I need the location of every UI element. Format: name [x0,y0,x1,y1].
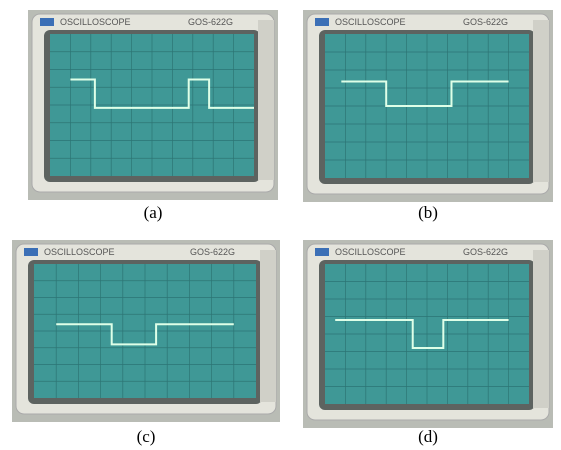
oscilloscope-photo: OSCILLOSCOPE GOS-622G [303,240,553,428]
logo [315,18,329,26]
model-label: GOS-622G [463,247,508,257]
control-panel [260,250,276,402]
oscilloscope-photo: OSCILLOSCOPE GOS-622G [303,10,553,202]
control-panel [258,20,274,180]
brand-label: OSCILLOSCOPE [60,17,131,27]
control-panel [533,250,549,408]
caption: (b) [418,203,438,222]
oscilloscope-photo: OSCILLOSCOPE GOS-622G [28,10,278,200]
logo [315,248,329,256]
caption: (a) [144,203,163,222]
trace [335,319,509,349]
trace [341,80,509,107]
brand-label: OSCILLOSCOPE [335,247,406,257]
model-label: GOS-622G [190,247,235,257]
trace [70,78,254,109]
caption: (d) [418,427,438,446]
caption: (c) [137,427,156,446]
trace [56,323,234,346]
model-label: GOS-622G [188,17,233,27]
model-label: GOS-622G [463,17,508,27]
control-panel [533,20,549,182]
logo [24,248,38,256]
oscilloscope-photo: OSCILLOSCOPE GOS-622G [12,240,280,422]
logo [40,18,54,26]
brand-label: OSCILLOSCOPE [335,17,406,27]
brand-label: OSCILLOSCOPE [44,247,115,257]
